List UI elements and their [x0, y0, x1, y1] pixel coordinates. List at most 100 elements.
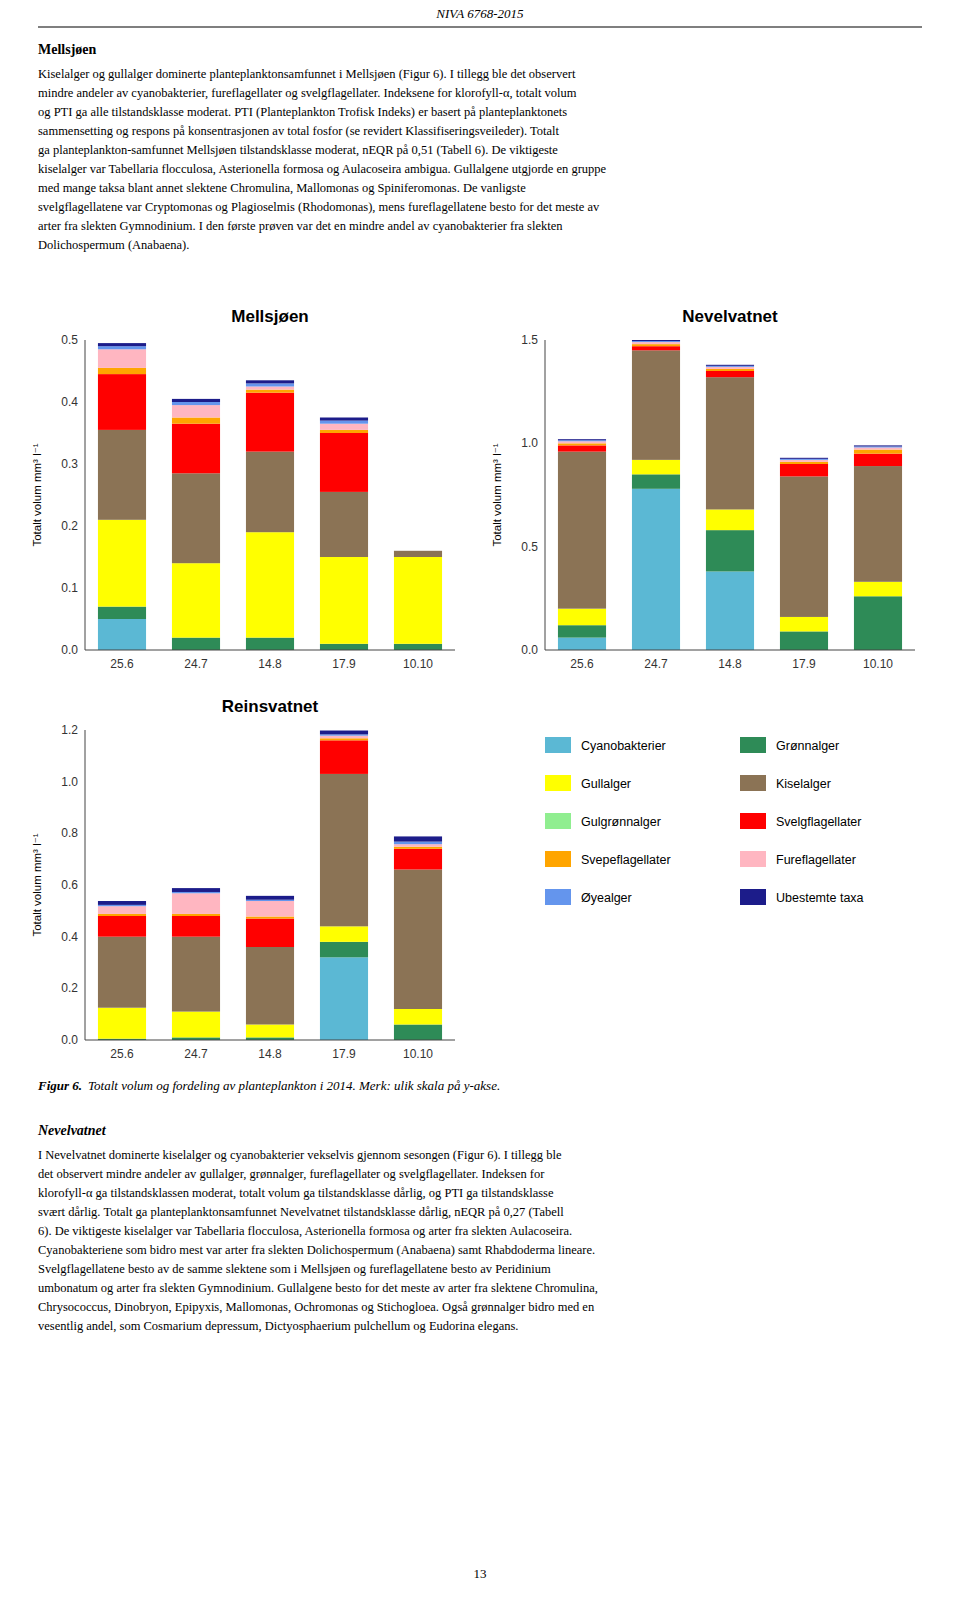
chart: Nevelvatnet0.00.51.01.5Totalt volum mm³ … — [491, 307, 915, 671]
bar-segment — [320, 738, 368, 740]
bar-segment — [98, 343, 146, 346]
bar-segment — [98, 520, 146, 607]
y-tick-label: 0.3 — [61, 457, 78, 471]
legend-swatch — [545, 889, 571, 905]
bar-segment — [246, 383, 294, 386]
body-line: svært dårlig. Totalt ga planteplanktonsa… — [38, 1205, 564, 1219]
bar-segment — [780, 617, 828, 631]
bar-segment — [558, 441, 606, 443]
x-tick-label: 14.8 — [258, 657, 282, 671]
bar-segment — [854, 446, 902, 447]
legend-swatch — [740, 851, 766, 867]
y-tick-label: 1.5 — [521, 333, 538, 347]
bar-segment — [632, 346, 680, 350]
x-tick-label: 14.8 — [718, 657, 742, 671]
bar-segment — [632, 344, 680, 346]
bar-segment — [320, 430, 368, 433]
bar-segment — [320, 644, 368, 650]
bar-segment — [246, 901, 294, 917]
legend-swatch — [545, 813, 571, 829]
bar-segment — [320, 774, 368, 926]
chart: Mellsjøen0.00.10.20.30.40.5Totalt volum … — [31, 307, 455, 671]
header-rule — [38, 26, 922, 27]
bar-segment — [394, 644, 442, 650]
bar-segment — [172, 473, 220, 563]
bar-segment — [854, 454, 902, 466]
x-axis — [85, 1040, 455, 1041]
bar-segment — [394, 550, 442, 551]
bar-segment — [558, 638, 606, 650]
body-line: og PTI ga alle tilstandsklasse moderat. … — [38, 105, 567, 119]
bar-segment — [632, 341, 680, 342]
bar-segment — [172, 418, 220, 424]
bar-segment — [780, 462, 828, 464]
y-tick-label: 0.6 — [61, 878, 78, 892]
bars — [98, 343, 442, 650]
x-tick-label: 24.7 — [184, 657, 208, 671]
x-tick-label: 10.10 — [863, 657, 893, 671]
bar-segment — [394, 844, 442, 847]
bar-segment — [98, 916, 146, 937]
chart-title: Reinsvatnet — [222, 697, 319, 716]
bar-segment — [780, 460, 828, 462]
chart-title: Nevelvatnet — [682, 307, 778, 326]
x-tick-label: 24.7 — [184, 1047, 208, 1061]
bar-segment — [246, 896, 294, 900]
body-line: mindre andeler av cyanobakterier, furefl… — [38, 86, 577, 100]
bar-segment — [780, 459, 828, 460]
bar-segment — [246, 947, 294, 1025]
y-axis-label: Totalt volum mm³ l⁻¹ — [31, 833, 43, 936]
bar-segment — [246, 387, 294, 390]
legend-label: Gulgrønnalger — [581, 815, 661, 829]
x-tick-label: 10.10 — [403, 657, 433, 671]
legend-label: Grønnalger — [776, 739, 839, 753]
bar-segment — [98, 906, 146, 914]
page: NIVA 6768-2015MellsjøenKiselalger og gul… — [0, 0, 960, 1597]
chart-title: Mellsjøen — [231, 307, 308, 326]
bar-segment — [172, 399, 220, 402]
bar-segment — [854, 445, 902, 446]
bar-segment — [706, 530, 754, 571]
x-tick-label: 17.9 — [332, 1047, 356, 1061]
bar-segment — [320, 731, 368, 735]
bar-segment — [394, 836, 442, 841]
bar-segment — [854, 447, 902, 449]
body-line: umbonatum og arter fra slekten Gymnodini… — [38, 1281, 598, 1295]
bar-segment — [320, 736, 368, 739]
bar-segment — [706, 509, 754, 530]
legend-label: Kiselalger — [776, 777, 831, 791]
bar-segment — [246, 917, 294, 919]
legend-label: Cyanobakterier — [581, 739, 666, 753]
bar-segment — [246, 390, 294, 393]
x-tick-label: 25.6 — [110, 657, 134, 671]
bar-segment — [172, 892, 220, 893]
bar-segment — [98, 1008, 146, 1039]
bar-segment — [706, 365, 754, 366]
legend-label: Gullalger — [581, 777, 631, 791]
body-line: Kiselalger og gullalger dominerte plante… — [38, 67, 576, 81]
bar-segment — [320, 418, 368, 421]
bar-segment — [394, 557, 442, 644]
bar-segment — [780, 464, 828, 476]
body-line: med mange taksa blant annet slektene Chr… — [38, 181, 526, 195]
bar-segment — [706, 371, 754, 377]
bar-segment — [558, 443, 606, 445]
bar-segment — [98, 368, 146, 374]
section-heading: Nevelvatnet — [37, 1123, 107, 1138]
bar-segment — [320, 424, 368, 430]
bar-segment — [246, 638, 294, 650]
bar-segment — [394, 1009, 442, 1025]
bar-segment — [246, 393, 294, 452]
x-tick-label: 24.7 — [644, 657, 668, 671]
legend-label: Fureflagellater — [776, 853, 856, 867]
y-tick-label: 1.0 — [521, 436, 538, 450]
bar-segment — [246, 532, 294, 637]
bar-segment — [394, 1025, 442, 1041]
body-line: Svelgflagellatene besto av de samme slek… — [38, 1262, 551, 1276]
legend-label: Ubestemte taxa — [776, 891, 864, 905]
bar-segment — [558, 440, 606, 441]
y-tick-label: 1.2 — [61, 723, 78, 737]
y-tick-label: 0.0 — [521, 643, 538, 657]
bars — [558, 340, 902, 650]
bar-segment — [320, 421, 368, 424]
